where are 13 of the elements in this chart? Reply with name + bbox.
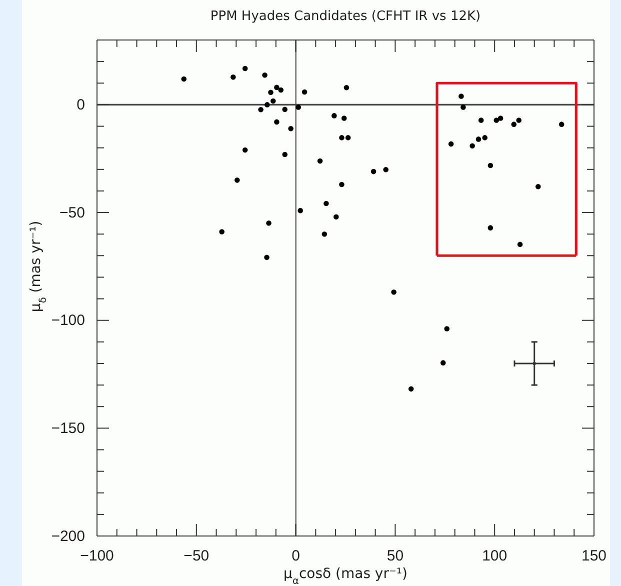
chart-title: PPM Hyades Candidates (CFHT IR vs 12K): [210, 9, 481, 24]
x-tick-label: 150: [581, 548, 607, 565]
y-tick-label: −150: [51, 420, 85, 437]
x-tick-label: 100: [482, 548, 508, 565]
y-tick-label: −50: [60, 204, 85, 222]
x-axis-title: μ$_{α}$cosδ (mas yr⁻¹): [284, 566, 408, 586]
x-tick-label: −50: [184, 548, 210, 565]
x-tick-label: 0: [292, 548, 300, 565]
y-tick-label: −100: [51, 312, 85, 330]
y-tick-label: 0: [76, 96, 85, 114]
y-tick-label: −200: [51, 528, 85, 545]
x-tick-label: 50: [386, 548, 404, 565]
x-tick-label: −100: [80, 548, 114, 565]
